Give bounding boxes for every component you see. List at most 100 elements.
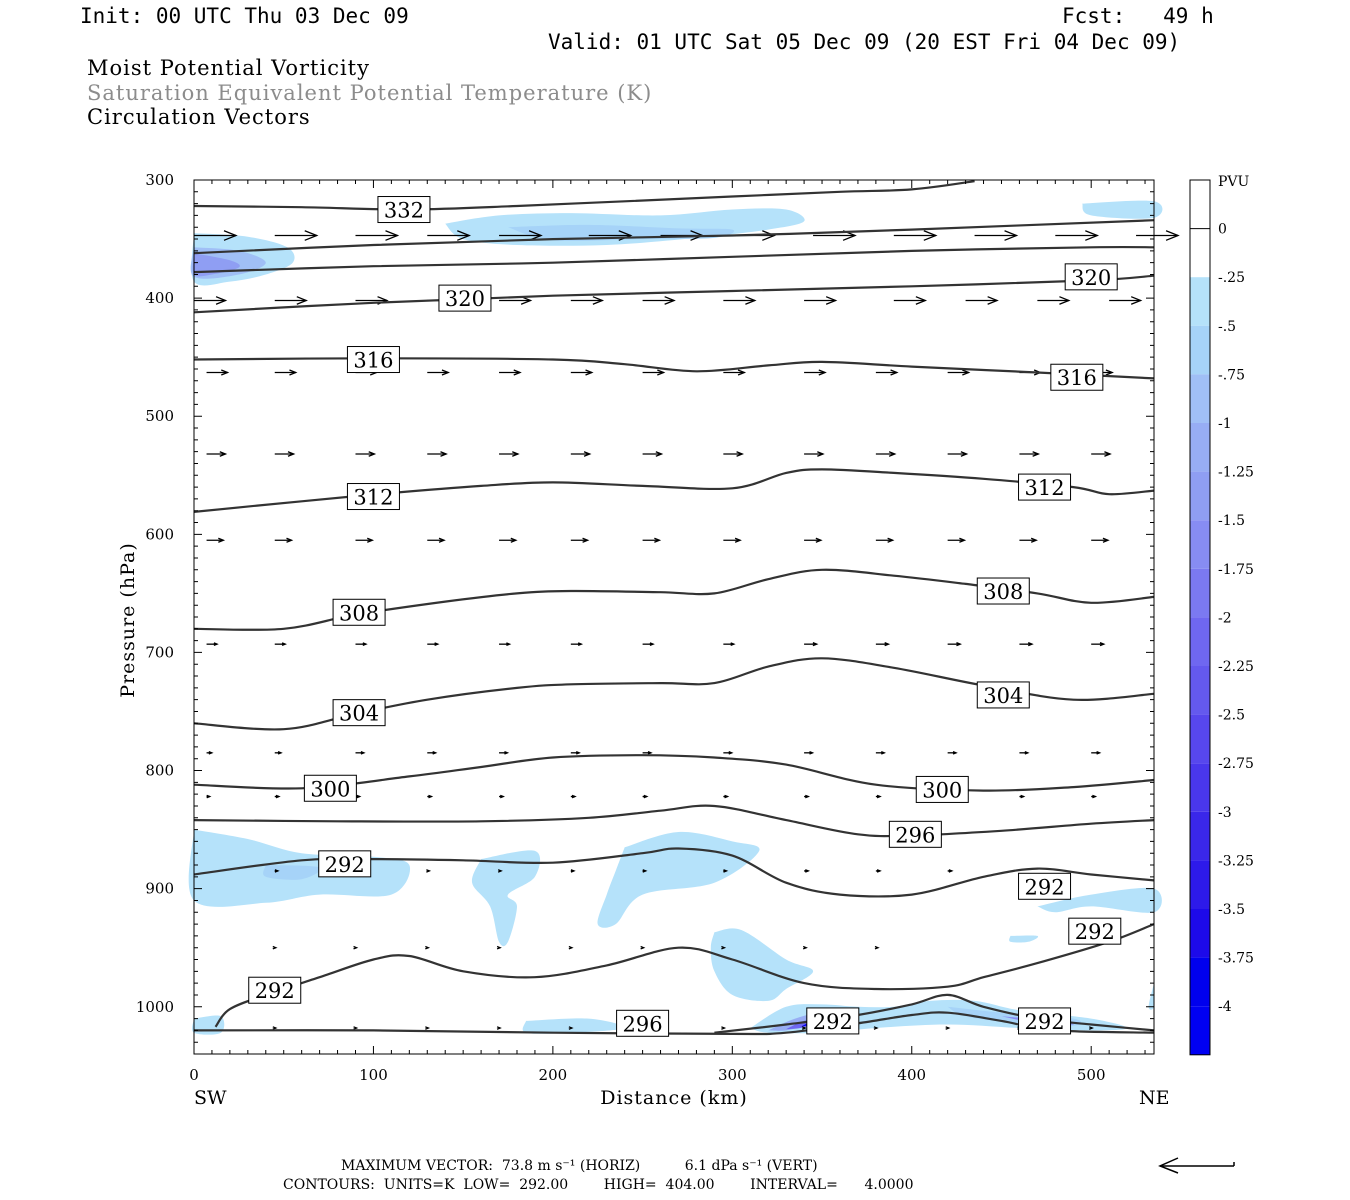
vector-arrow xyxy=(1136,230,1180,241)
contour-296-12 xyxy=(193,1011,1155,1036)
vector-arrow xyxy=(642,296,676,305)
vector-arrow xyxy=(723,869,729,873)
colorbar-label: -2.75 xyxy=(1218,756,1254,772)
vector-arrow xyxy=(721,945,727,950)
vector-arrow xyxy=(499,751,510,755)
y-tick-label: 800 xyxy=(145,762,174,780)
vector-arrow xyxy=(570,751,581,755)
colorbar-label: -3 xyxy=(1218,805,1232,821)
contour-292-11 xyxy=(214,923,1155,1028)
reference-vector-arrow xyxy=(1158,1157,1235,1174)
vector-arrow xyxy=(642,869,648,873)
x-tick-label: 500 xyxy=(1077,1066,1106,1084)
vector-arrow xyxy=(947,537,967,543)
contour-label-text: 316 xyxy=(1057,366,1097,390)
vector-arrow xyxy=(804,296,838,305)
contour-label-text: 304 xyxy=(339,702,379,726)
colorbar-label: -1.75 xyxy=(1218,562,1254,578)
colorbar-label: -.75 xyxy=(1218,367,1245,383)
forecast-hour: Fcst: 49 h xyxy=(1062,4,1214,28)
vector-arrow xyxy=(1019,794,1026,799)
contour-320-3 xyxy=(193,274,1155,314)
vector-arrow xyxy=(642,537,662,543)
vector-arrow xyxy=(570,537,590,543)
contour-label: 304 xyxy=(976,681,1030,709)
contour-label-text: 296 xyxy=(623,1012,663,1036)
contour-label-text: 308 xyxy=(339,601,379,625)
colorbar-swatch xyxy=(1190,909,1210,958)
contour-label-text: 292 xyxy=(1024,1010,1064,1034)
x-tick-label: 0 xyxy=(189,1066,199,1084)
contour-label: 292 xyxy=(1018,1007,1072,1035)
contour-label: 296 xyxy=(616,1009,670,1037)
vector-arrow xyxy=(893,230,938,241)
vector-arrow xyxy=(355,230,400,241)
colorbar-swatch xyxy=(1190,568,1210,618)
vector-arrow xyxy=(875,751,887,755)
y-tick-labels: 300 400 500 600 700 800 900 1000 xyxy=(136,171,174,1016)
mpv-region-8 xyxy=(471,850,541,947)
vector-arrow xyxy=(1091,537,1110,543)
vector-arrow xyxy=(427,642,440,647)
vector-arrow xyxy=(723,451,744,457)
mpv-region-21 xyxy=(1148,983,1155,1010)
contour-label-text: 316 xyxy=(353,349,393,373)
contour-label-text: 292 xyxy=(1024,875,1064,899)
vector-arrow xyxy=(642,369,666,376)
colorbar xyxy=(1189,179,1211,1056)
x-tick-label: 200 xyxy=(539,1066,568,1084)
vector-arrow xyxy=(873,1026,879,1030)
vector-arrow xyxy=(974,230,1019,241)
vector-arrow xyxy=(642,751,653,755)
colorbar-swatch xyxy=(1190,423,1210,472)
vector-arrow xyxy=(640,945,646,950)
vector-arrow xyxy=(875,537,895,543)
y-axis-label: Pressure (hPa) xyxy=(117,542,139,698)
y-tick-label: 300 xyxy=(145,171,174,189)
colorbar-label: -2 xyxy=(1218,610,1232,626)
vector-arrow xyxy=(427,751,438,755)
colorbar-title: PVU xyxy=(1218,174,1250,190)
vector-arrow xyxy=(875,642,891,647)
vector-arrow xyxy=(723,751,734,755)
vector-arrow xyxy=(568,1026,574,1030)
right-end-label: NE xyxy=(1139,1087,1170,1109)
vector-arrow xyxy=(1019,751,1030,755)
vector-arrow xyxy=(426,869,432,873)
vector-arrow xyxy=(804,451,825,457)
vector-arrow xyxy=(1019,451,1041,457)
contour-332-0 xyxy=(193,180,975,211)
vector-arrow xyxy=(965,296,999,305)
title-theta-es: Saturation Equivalent Potential Temperat… xyxy=(87,81,653,105)
vector-arrow xyxy=(497,869,503,873)
vector-arrow xyxy=(1109,296,1143,305)
vector-arrow xyxy=(274,751,283,755)
colorbar-label: -.5 xyxy=(1218,319,1236,335)
tick-marks xyxy=(193,179,1154,1055)
contour-label: 292 xyxy=(248,976,302,1004)
vector-arrow xyxy=(1091,451,1112,457)
contour-label-text: 320 xyxy=(445,287,485,311)
y-tick-label: 1000 xyxy=(136,998,174,1016)
vector-arrow xyxy=(427,369,451,376)
vector-arrow xyxy=(496,1026,502,1030)
colorbar-swatch xyxy=(1190,180,1210,229)
contour-label-text: 292 xyxy=(1075,920,1115,944)
vector-arrow xyxy=(355,537,375,543)
contour-label: 320 xyxy=(438,284,492,312)
vector-arrow xyxy=(570,296,605,305)
vector-arrow xyxy=(427,794,434,799)
vector-arrow xyxy=(1019,537,1038,543)
contour-label-text: 292 xyxy=(255,979,295,1003)
vector-arrow xyxy=(1055,230,1100,241)
contour-label: 308 xyxy=(332,598,386,626)
vector-arrow xyxy=(947,451,969,457)
circulation-vectors xyxy=(194,230,1180,1030)
vector-arrow xyxy=(355,751,366,755)
vector-arrow xyxy=(893,296,928,305)
contour-label-text: 320 xyxy=(1071,266,1111,290)
vector-arrow xyxy=(570,794,577,799)
valid-time: Valid: 01 UTC Sat 05 Dec 09 (20 EST Fri … xyxy=(548,30,1181,54)
vector-arrow xyxy=(804,869,811,873)
y-tick-label: 500 xyxy=(145,407,174,425)
